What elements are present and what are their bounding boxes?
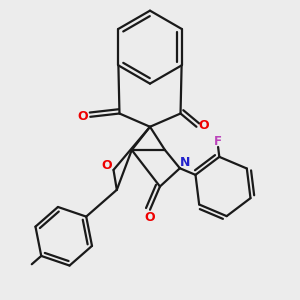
Text: O: O — [102, 159, 112, 172]
Text: O: O — [78, 110, 88, 123]
Text: N: N — [180, 156, 190, 169]
Text: F: F — [214, 135, 222, 148]
Text: O: O — [198, 119, 209, 132]
Text: O: O — [144, 211, 154, 224]
